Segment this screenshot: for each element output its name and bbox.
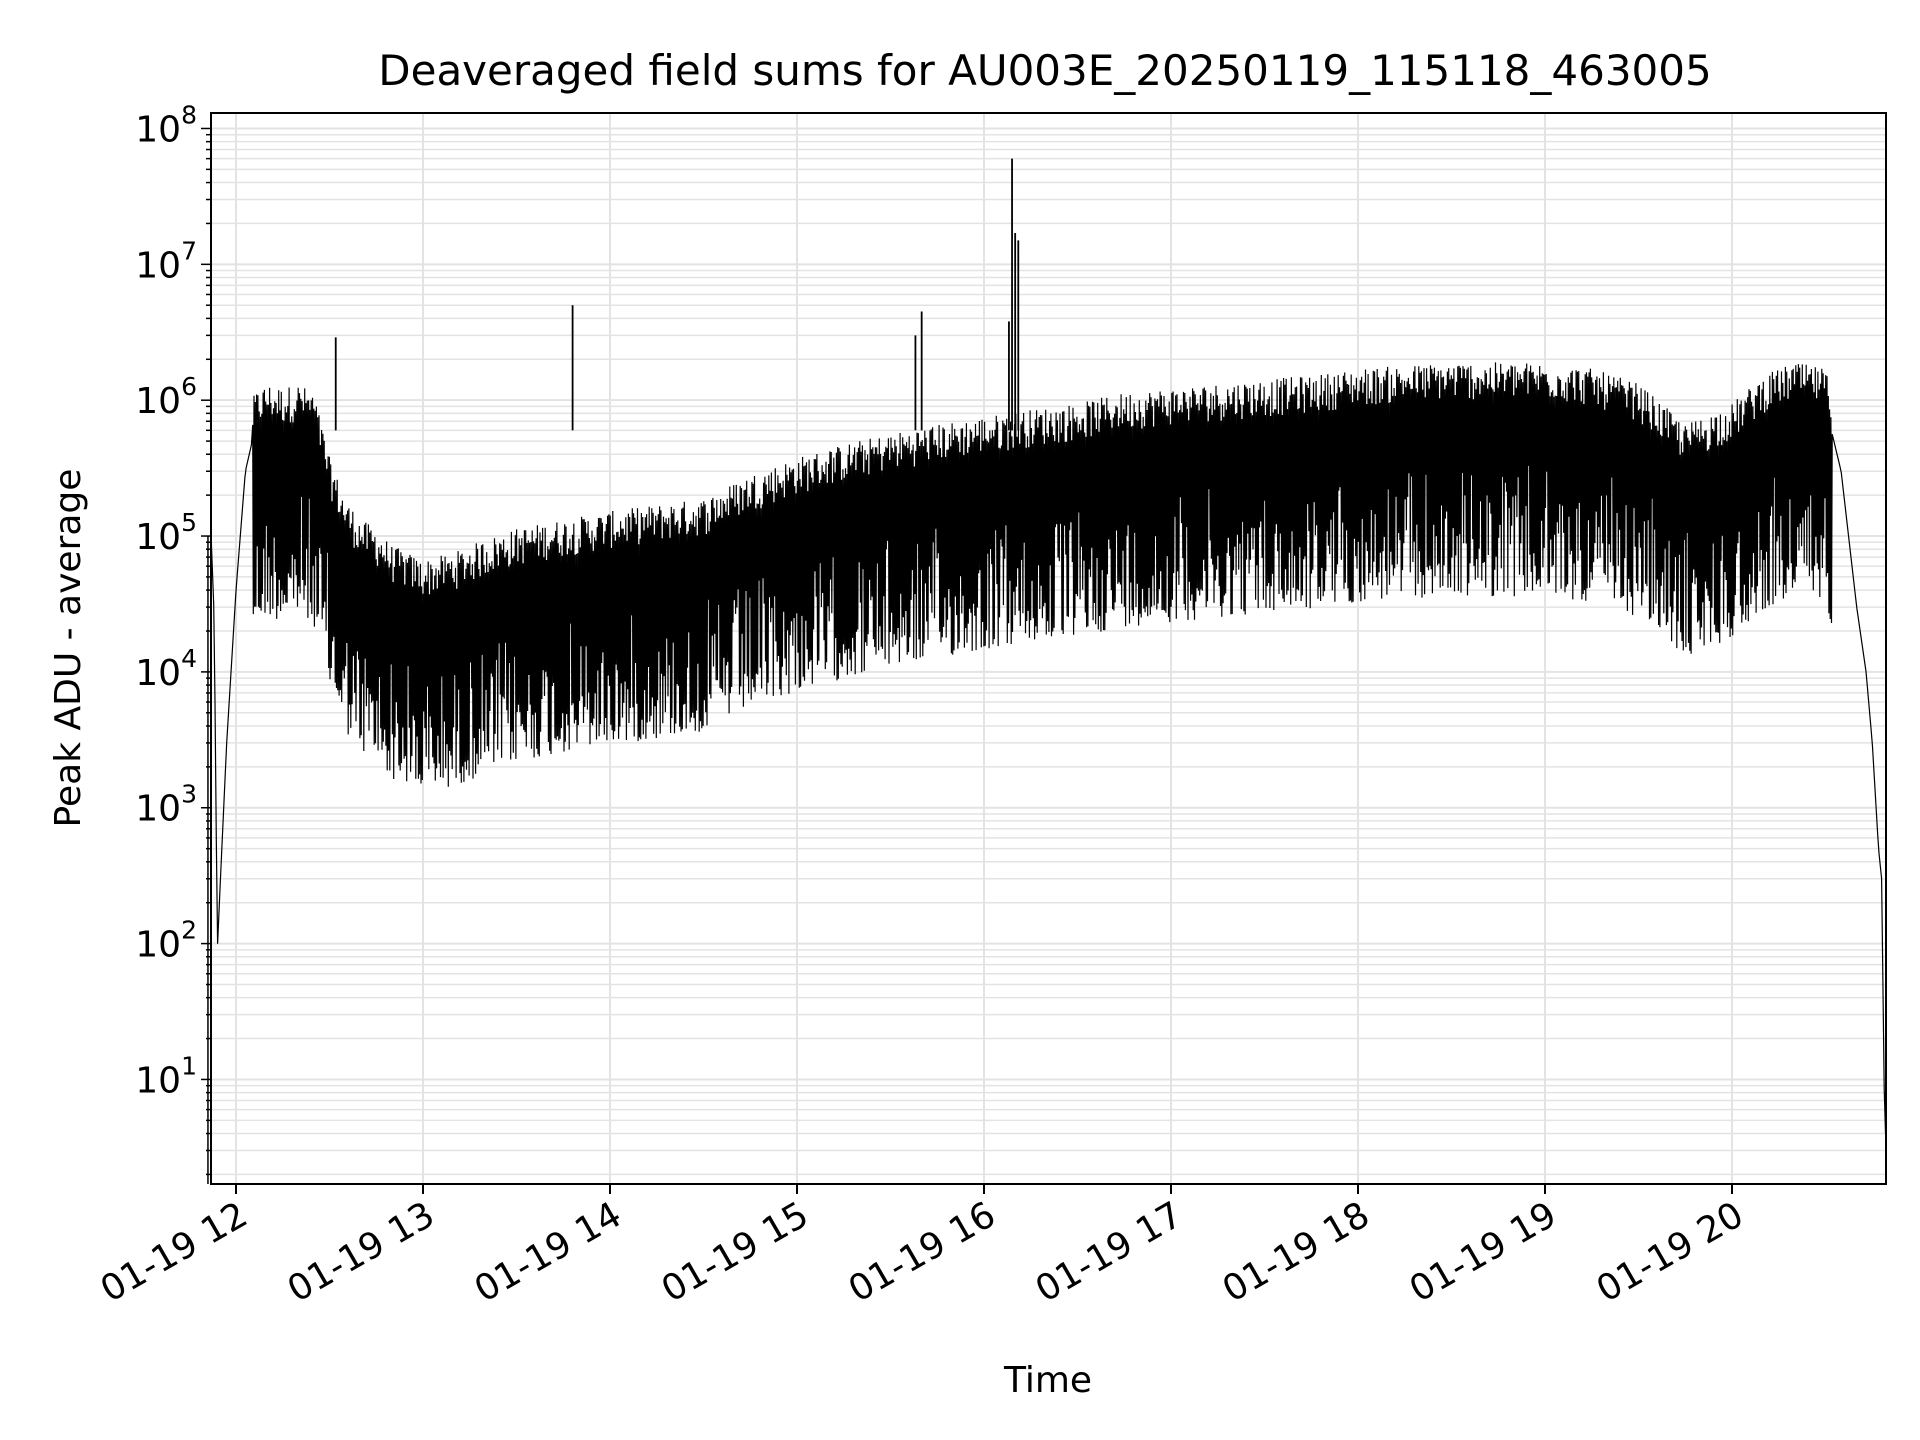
y-axis-ticks: 101 102 103 104 105 106 107 108 [135, 100, 211, 1176]
x-tick-label: 01-19 18 [1216, 1194, 1377, 1310]
plot-frame [210, 112, 1887, 1185]
y-tick-label: 103 [135, 780, 197, 830]
x-tick-label: 01-19 13 [281, 1194, 442, 1310]
y-tick-label: 102 [135, 916, 197, 966]
x-tick-label: 01-19 19 [1403, 1194, 1564, 1310]
chart-title: Deaveraged field sums for AU003E_2025011… [378, 46, 1711, 95]
x-axis-ticks: 01-19 12 01-19 13 01-19 14 01-19 15 01-19 16… [94, 1184, 1751, 1311]
x-tick-label: 01-19 14 [468, 1194, 629, 1310]
x-tick-label: 01-19 17 [1029, 1194, 1190, 1310]
y-tick-label: 104 [135, 644, 197, 694]
x-tick-label: 01-19 12 [94, 1194, 255, 1310]
series-line [210, 362, 1887, 1135]
y-tick-label: 105 [135, 508, 197, 558]
y-tick-label: 108 [135, 100, 197, 150]
y-tick-label: 106 [135, 372, 197, 422]
x-tick-label: 01-19 20 [1590, 1194, 1751, 1310]
y-tick-label: 107 [135, 236, 197, 286]
y-axis-label: Peak ADU - average [48, 469, 89, 828]
x-axis-label: Time [1003, 1360, 1092, 1401]
x-tick-label: 01-19 16 [842, 1194, 1003, 1310]
y-tick-label: 101 [135, 1051, 197, 1101]
series-line-group [207, 158, 1887, 1184]
x-tick-label: 01-19 15 [655, 1194, 816, 1310]
